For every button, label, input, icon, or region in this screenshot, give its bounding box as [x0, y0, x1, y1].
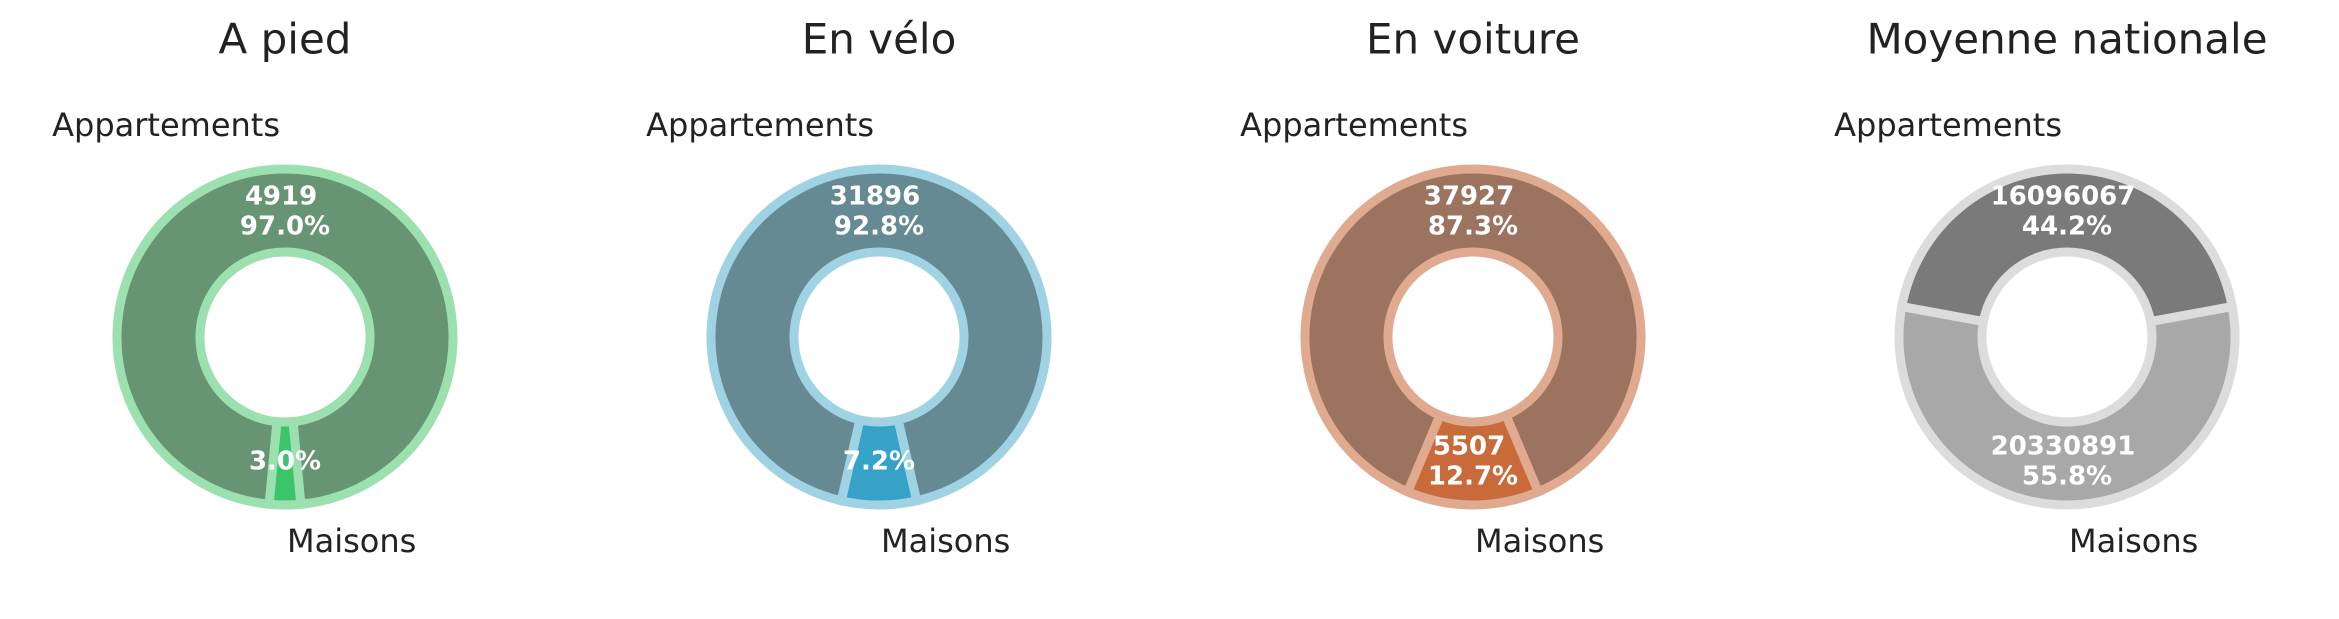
count-label: 5507: [1433, 432, 1505, 462]
value-label: 87.3%: [1428, 212, 1518, 242]
value-label: 7.2%: [843, 447, 915, 477]
count-label: 31896: [830, 182, 920, 212]
value-label: 97.0%: [240, 212, 330, 242]
category-label: Appartements: [52, 106, 280, 144]
count-label: 37927: [1424, 182, 1514, 212]
value-label: 55.8%: [2022, 462, 2112, 492]
wedge: [1300, 164, 1646, 498]
wedge: [706, 164, 1052, 507]
value-label: 3.0%: [249, 447, 321, 477]
category-label: Maisons: [287, 522, 416, 560]
category-label: Maisons: [881, 522, 1010, 560]
category-label: Maisons: [2069, 522, 2198, 560]
wedge: [1894, 301, 2240, 510]
chart-title: Moyenne nationale: [1866, 15, 2267, 64]
value-label: 44.2%: [2022, 212, 2112, 242]
wedge: [1896, 164, 2238, 327]
category-label: Appartements: [1240, 106, 1468, 144]
category-label: Appartements: [646, 106, 874, 144]
value-label: 12.7%: [1428, 462, 1518, 492]
category-label: Appartements: [1834, 106, 2062, 144]
chart-title: En voiture: [1366, 15, 1580, 64]
chart-title: A pied: [219, 15, 352, 64]
count-label: 16096067: [1991, 182, 2136, 212]
wedge: [112, 164, 458, 510]
value-label: 92.8%: [834, 212, 924, 242]
chart-title: En vélo: [802, 15, 957, 64]
wedge: [835, 414, 923, 510]
wedge: [1401, 409, 1545, 510]
count-label: 4919: [245, 182, 317, 212]
category-label: Maisons: [1475, 522, 1604, 560]
count-label: 20330891: [1991, 432, 2136, 462]
wedge: [264, 416, 306, 510]
